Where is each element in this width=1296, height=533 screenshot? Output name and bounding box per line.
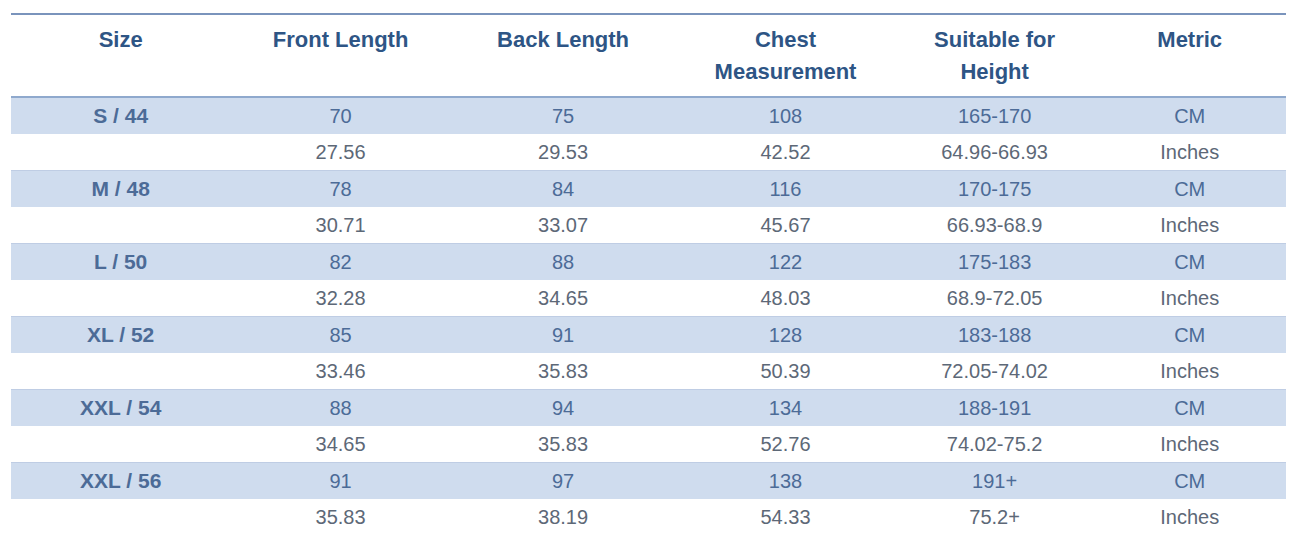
height-range-cell: 68.9-72.05	[896, 280, 1094, 317]
table-row: 33.46 35.83 50.39 72.05-74.02 Inches	[11, 353, 1286, 390]
table-body: S / 44 70 75 108 165-170 CM 27.56 29.53 …	[11, 97, 1286, 533]
height-range-cell: 75.2+	[896, 499, 1094, 533]
column-header-front-length: Front Length	[230, 14, 451, 97]
front-length-cell: 82	[230, 244, 451, 281]
size-cell: XXL / 54	[11, 390, 230, 427]
size-cell	[11, 353, 230, 390]
size-cell: M / 48	[11, 171, 230, 208]
height-range-cell: 175-183	[896, 244, 1094, 281]
table-row: 27.56 29.53 42.52 64.96-66.93 Inches	[11, 134, 1286, 171]
front-length-cell: 27.56	[230, 134, 451, 171]
metric-cell: Inches	[1093, 207, 1286, 244]
chest-measurement-cell: 134	[675, 390, 896, 427]
metric-cell: CM	[1093, 244, 1286, 281]
column-header-suitable-height: Suitable for Height	[896, 14, 1094, 97]
back-length-cell: 29.53	[451, 134, 675, 171]
column-header-size: Size	[11, 14, 230, 97]
size-cell	[11, 499, 230, 533]
chest-measurement-cell: 138	[675, 463, 896, 500]
chest-measurement-cell: 122	[675, 244, 896, 281]
front-length-cell: 85	[230, 317, 451, 354]
table-row: XXL / 56 91 97 138 191+ CM	[11, 463, 1286, 500]
size-cell	[11, 280, 230, 317]
metric-cell: CM	[1093, 463, 1286, 500]
size-cell: XXL / 56	[11, 463, 230, 500]
back-length-cell: 91	[451, 317, 675, 354]
chest-measurement-cell: 52.76	[675, 426, 896, 463]
size-cell: L / 50	[11, 244, 230, 281]
chest-measurement-cell: 54.33	[675, 499, 896, 533]
metric-cell: Inches	[1093, 353, 1286, 390]
metric-cell: Inches	[1093, 499, 1286, 533]
size-chart-page: Size Front Length Back Length Chest Meas…	[0, 0, 1296, 533]
height-range-cell: 188-191	[896, 390, 1094, 427]
size-cell: XL / 52	[11, 317, 230, 354]
metric-cell: CM	[1093, 390, 1286, 427]
front-length-cell: 70	[230, 97, 451, 134]
size-chart-table: Size Front Length Back Length Chest Meas…	[11, 13, 1286, 533]
height-range-cell: 66.93-68.9	[896, 207, 1094, 244]
column-header-metric: Metric	[1093, 14, 1286, 97]
table-row: XL / 52 85 91 128 183-188 CM	[11, 317, 1286, 354]
table-row: L / 50 82 88 122 175-183 CM	[11, 244, 1286, 281]
back-length-cell: 35.83	[451, 353, 675, 390]
height-range-cell: 183-188	[896, 317, 1094, 354]
front-length-cell: 35.83	[230, 499, 451, 533]
metric-cell: CM	[1093, 317, 1286, 354]
back-length-cell: 38.19	[451, 499, 675, 533]
column-header-back-length: Back Length	[451, 14, 675, 97]
front-length-cell: 88	[230, 390, 451, 427]
front-length-cell: 33.46	[230, 353, 451, 390]
front-length-cell: 30.71	[230, 207, 451, 244]
table-row: S / 44 70 75 108 165-170 CM	[11, 97, 1286, 134]
metric-cell: Inches	[1093, 280, 1286, 317]
height-range-cell: 170-175	[896, 171, 1094, 208]
front-length-cell: 34.65	[230, 426, 451, 463]
height-range-cell: 64.96-66.93	[896, 134, 1094, 171]
size-cell: S / 44	[11, 97, 230, 134]
metric-cell: Inches	[1093, 134, 1286, 171]
chest-measurement-cell: 50.39	[675, 353, 896, 390]
back-length-cell: 97	[451, 463, 675, 500]
back-length-cell: 33.07	[451, 207, 675, 244]
table-row: 34.65 35.83 52.76 74.02-75.2 Inches	[11, 426, 1286, 463]
header-row: Size Front Length Back Length Chest Meas…	[11, 14, 1286, 97]
chest-measurement-cell: 128	[675, 317, 896, 354]
height-range-cell: 72.05-74.02	[896, 353, 1094, 390]
table-row: 35.83 38.19 54.33 75.2+ Inches	[11, 499, 1286, 533]
size-cell	[11, 426, 230, 463]
front-length-cell: 78	[230, 171, 451, 208]
back-length-cell: 34.65	[451, 280, 675, 317]
metric-cell: Inches	[1093, 426, 1286, 463]
table-row: 32.28 34.65 48.03 68.9-72.05 Inches	[11, 280, 1286, 317]
back-length-cell: 88	[451, 244, 675, 281]
height-range-cell: 74.02-75.2	[896, 426, 1094, 463]
back-length-cell: 35.83	[451, 426, 675, 463]
chest-measurement-cell: 108	[675, 97, 896, 134]
metric-cell: CM	[1093, 97, 1286, 134]
height-range-cell: 191+	[896, 463, 1094, 500]
chest-measurement-cell: 48.03	[675, 280, 896, 317]
front-length-cell: 32.28	[230, 280, 451, 317]
table-row: M / 48 78 84 116 170-175 CM	[11, 171, 1286, 208]
back-length-cell: 94	[451, 390, 675, 427]
size-cell	[11, 207, 230, 244]
back-length-cell: 75	[451, 97, 675, 134]
metric-cell: CM	[1093, 171, 1286, 208]
table-row: XXL / 54 88 94 134 188-191 CM	[11, 390, 1286, 427]
column-header-chest-measurement: Chest Measurement	[675, 14, 896, 97]
size-cell	[11, 134, 230, 171]
chest-measurement-cell: 116	[675, 171, 896, 208]
back-length-cell: 84	[451, 171, 675, 208]
front-length-cell: 91	[230, 463, 451, 500]
chest-measurement-cell: 45.67	[675, 207, 896, 244]
chest-measurement-cell: 42.52	[675, 134, 896, 171]
table-row: 30.71 33.07 45.67 66.93-68.9 Inches	[11, 207, 1286, 244]
height-range-cell: 165-170	[896, 97, 1094, 134]
table-header: Size Front Length Back Length Chest Meas…	[11, 14, 1286, 97]
